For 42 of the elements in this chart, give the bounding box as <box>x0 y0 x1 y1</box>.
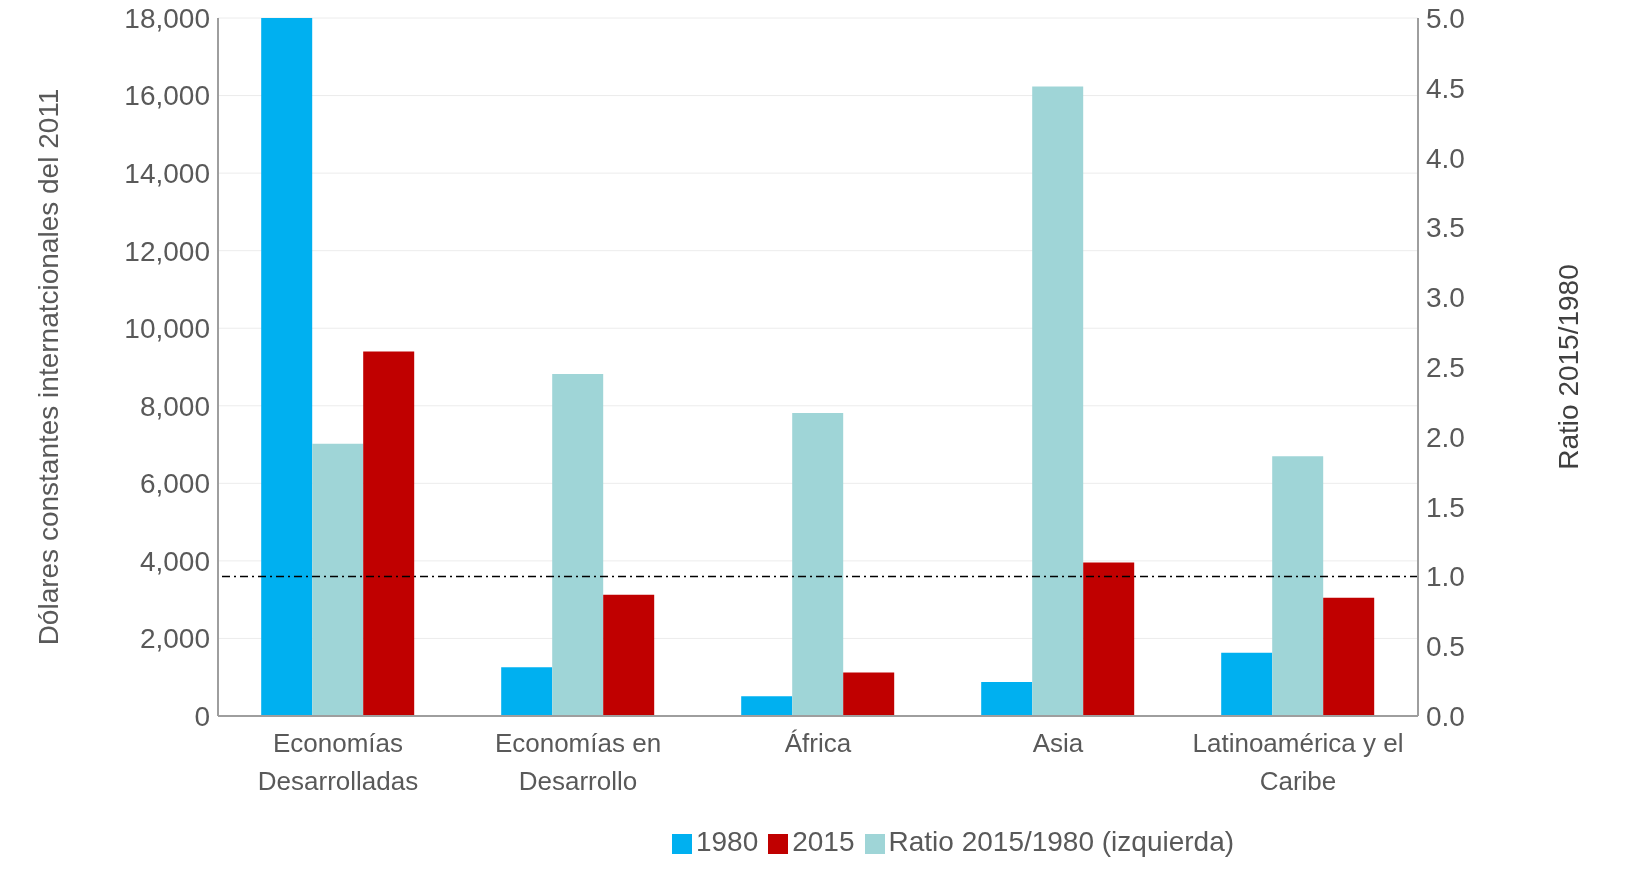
y2-tick-label: 4.5 <box>1426 72 1465 104</box>
bar <box>261 18 313 716</box>
y-tick-label: 10,000 <box>124 313 210 345</box>
bar <box>843 672 895 716</box>
x-tick-label: Latinoamérica y el Caribe <box>1192 728 1404 796</box>
y2-tick-label: 2.0 <box>1426 421 1465 453</box>
y-tick-label: 0 <box>194 700 210 732</box>
y2-tick-label: 1.5 <box>1426 491 1465 523</box>
y2-tick-label: 0.0 <box>1426 700 1465 732</box>
y2-tick-label: 3.0 <box>1426 282 1465 314</box>
y-tick-label: 16,000 <box>124 80 210 112</box>
legend-label: 2015 <box>792 826 855 857</box>
x-tick-label: Economías Desarrolladas <box>257 728 419 796</box>
y2-tick-label: 0.5 <box>1426 631 1465 663</box>
y-tick-label: 14,000 <box>124 158 210 190</box>
x-tick-label: Asia <box>1032 728 1084 758</box>
bar <box>792 413 844 716</box>
bar <box>1083 562 1135 716</box>
x-tick-label: África <box>784 728 852 758</box>
y-tick-label: 8,000 <box>139 390 210 422</box>
y-axis-title: Dólares constantes internatcionales del 2011 <box>32 88 64 646</box>
bar <box>741 696 793 716</box>
y-tick-label: 18,000 <box>124 2 210 34</box>
bar <box>552 373 604 716</box>
y-tick-label: 2,000 <box>139 623 210 655</box>
bar <box>1032 86 1084 716</box>
y2-tick-label: 4.0 <box>1426 142 1465 174</box>
x-tick-label: Economías en Desarrollo <box>494 728 662 796</box>
y-tick-label: 6,000 <box>139 468 210 500</box>
y2-axis-title: Ratio 2015/1980 <box>1552 264 1584 470</box>
y2-tick-label: 5.0 <box>1426 2 1465 34</box>
bar <box>1221 652 1273 716</box>
y-tick-label: 4,000 <box>139 545 210 577</box>
y2-tick-label: 3.5 <box>1426 212 1465 244</box>
bar <box>1272 456 1324 716</box>
y-tick-label: 12,000 <box>124 235 210 267</box>
legend-label: 1980 <box>695 826 759 857</box>
y2-tick-label: 1.0 <box>1426 561 1465 593</box>
bar <box>501 667 553 716</box>
legend-label: Ratio 2015/1980 (izquierda) <box>888 826 1235 857</box>
y2-tick-label: 2.5 <box>1426 351 1465 383</box>
bar <box>981 681 1033 716</box>
